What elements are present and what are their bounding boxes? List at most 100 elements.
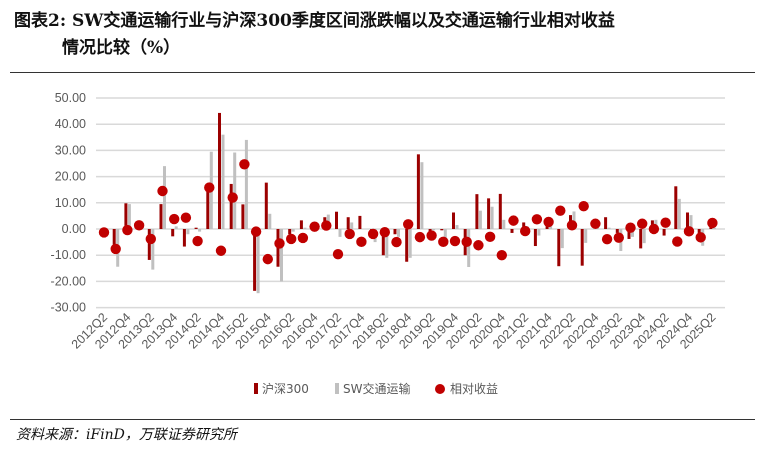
bar-hs300: [510, 229, 514, 233]
title-divider: [10, 72, 755, 73]
point-relative-return: [250, 226, 262, 237]
bar-hs300: [639, 229, 643, 249]
bar-hs300: [522, 222, 526, 229]
point-relative-return: [648, 223, 660, 235]
title-line-1: 图表2: SW交通运输行业与沪深300季度区间涨跌幅以及交通运输行业相对收益: [14, 11, 615, 31]
y-tick-label: 0.00: [62, 222, 86, 236]
point-relative-return: [309, 221, 320, 232]
point-relative-return: [98, 227, 110, 238]
chart-title: 图表2: SW交通运输行业与沪深300季度区间涨跌幅以及交通运输行业相对收益 情…: [14, 8, 754, 62]
bar-sw-transport: [280, 229, 283, 282]
point-relative-return: [707, 217, 718, 229]
bar-hs300: [405, 229, 409, 262]
bar-sw-transport: [572, 211, 576, 229]
point-relative-return: [367, 228, 379, 240]
bar-hs300: [475, 194, 479, 229]
point-relative-return: [438, 236, 449, 248]
bar-sw-transport: [467, 229, 471, 267]
bar-sw-transport: [607, 227, 611, 229]
bar-sw-transport: [455, 225, 459, 229]
bar-hs300: [381, 229, 385, 256]
point-relative-return: [531, 214, 543, 225]
point-relative-return: [321, 220, 332, 231]
legend-label-sw-transport: SW交通运输: [343, 381, 410, 396]
y-tick-label: 10.00: [55, 196, 86, 210]
point-relative-return: [461, 236, 472, 248]
bar-sw-transport: [549, 225, 553, 229]
source-note: 资料来源：iFinD，万联证券研究所: [16, 427, 237, 443]
bar-sw-transport: [560, 229, 564, 249]
bar-hs300: [112, 229, 116, 245]
point-relative-return: [543, 216, 554, 228]
bar-hs300: [674, 186, 678, 229]
bar-hs300: [580, 229, 584, 266]
bar-sw-transport: [689, 215, 693, 229]
bar-sw-transport: [584, 229, 588, 243]
bar-sw-transport: [303, 227, 307, 229]
bar-sw-transport: [490, 206, 494, 229]
bar-sw-transport: [642, 229, 646, 244]
bar-sw-transport: [385, 229, 389, 258]
legend-swatch-relative-return: [435, 384, 445, 394]
bar-hs300: [241, 204, 245, 229]
bar-hs300: [697, 229, 701, 233]
source-divider: [10, 419, 755, 420]
y-tick-label: 50.00: [55, 91, 86, 105]
bar-hs300: [124, 203, 128, 229]
bar-sw-transport: [502, 219, 506, 229]
bar-hs300: [358, 215, 362, 229]
bar-hs300: [253, 229, 257, 291]
bar-hs300: [440, 229, 444, 231]
point-relative-return: [473, 240, 484, 251]
bar-sw-transport: [127, 204, 131, 229]
bar-sw-transport: [186, 229, 190, 235]
point-relative-return: [660, 217, 671, 228]
point-relative-return: [227, 192, 238, 203]
point-relative-return: [590, 218, 601, 229]
bar-hs300: [627, 229, 631, 239]
point-relative-return: [169, 213, 180, 225]
bar-sw-transport: [443, 229, 447, 243]
bar-hs300: [194, 227, 198, 229]
bar-hs300: [557, 229, 561, 267]
point-relative-return: [344, 228, 355, 240]
point-relative-return: [379, 226, 390, 238]
bar-hs300: [206, 188, 210, 229]
point-relative-return: [332, 248, 344, 260]
bar-sw-transport: [631, 229, 634, 237]
legend-label-hs300: 沪深300: [262, 382, 309, 396]
bar-sw-transport: [712, 227, 716, 229]
bar-sw-transport: [268, 213, 272, 229]
bar-hs300: [288, 229, 292, 235]
y-tick-label: 40.00: [55, 117, 86, 131]
point-relative-return: [555, 205, 566, 216]
point-relative-return: [496, 250, 507, 261]
bar-sw-transport: [174, 226, 178, 229]
point-relative-return: [637, 218, 648, 229]
legend-swatch-hs300: [254, 383, 258, 394]
point-relative-return: [414, 231, 426, 243]
bar-hs300: [159, 204, 163, 229]
point-relative-return: [204, 182, 215, 193]
point-relative-return: [133, 220, 145, 231]
point-relative-return: [449, 235, 461, 247]
bar-sw-transport: [408, 229, 412, 258]
point-relative-return: [110, 243, 121, 255]
point-relative-return: [192, 235, 203, 247]
point-relative-return: [695, 232, 706, 243]
bar-sw-transport: [432, 229, 436, 231]
bar-hs300: [604, 217, 608, 229]
point-relative-return: [122, 224, 133, 236]
point-relative-return: [180, 212, 192, 223]
bar-hs300: [533, 229, 537, 247]
point-relative-return: [601, 234, 613, 245]
point-relative-return: [239, 159, 250, 170]
bar-sw-transport: [221, 134, 225, 229]
bar-hs300: [686, 212, 689, 229]
bar-hs300: [147, 229, 151, 260]
bar-hs300: [182, 229, 186, 247]
bar-hs300: [452, 212, 455, 229]
bar-hs300: [428, 229, 432, 232]
bar-hs300: [615, 229, 619, 233]
